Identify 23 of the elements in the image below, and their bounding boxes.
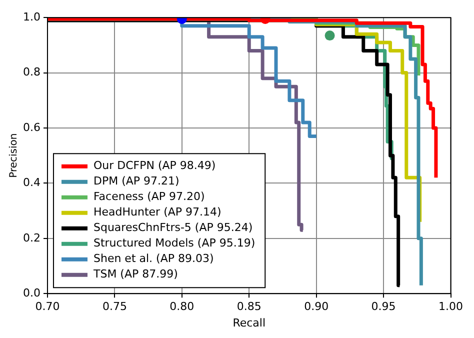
y-tick-label: 0.4 xyxy=(22,176,40,190)
x-tick-label: 0.85 xyxy=(236,300,262,314)
x-tick-label: 1.00 xyxy=(438,300,464,314)
legend-label: SquaresChnFtrs-5 (AP 95.24) xyxy=(93,221,253,234)
y-tick-label: 0.2 xyxy=(22,231,40,244)
x-tick-label: 0.70 xyxy=(35,300,60,314)
y-tick-label: 0.6 xyxy=(22,120,40,134)
legend-label: Structured Models (AP 95.19) xyxy=(93,236,256,250)
y-tick-label: 1.0 xyxy=(22,10,40,24)
x-tick-label: 0.80 xyxy=(170,300,194,314)
legend-label: HeadHunter (AP 97.14) xyxy=(93,206,222,219)
y-tick-label: 0.0 xyxy=(22,286,40,300)
x-axis-title: Recall xyxy=(232,316,266,330)
x-tick-label: 0.95 xyxy=(371,300,396,314)
legend-label: Faceness (AP 97.20) xyxy=(93,190,205,204)
x-tick-label: 0.90 xyxy=(304,300,329,314)
y-axis-title: Precision xyxy=(8,133,20,178)
legend-label: DPM (AP 97.21) xyxy=(93,174,180,188)
legend-label: Our DCFPN (AP 98.49) xyxy=(93,159,216,172)
x-tick-label: 0.75 xyxy=(102,300,127,314)
y-tick-label: 0.8 xyxy=(22,66,40,79)
legend-label: TSM (AP 87.99) xyxy=(92,268,178,281)
legend-label: Shen et al. (AP 89.03) xyxy=(93,252,214,266)
